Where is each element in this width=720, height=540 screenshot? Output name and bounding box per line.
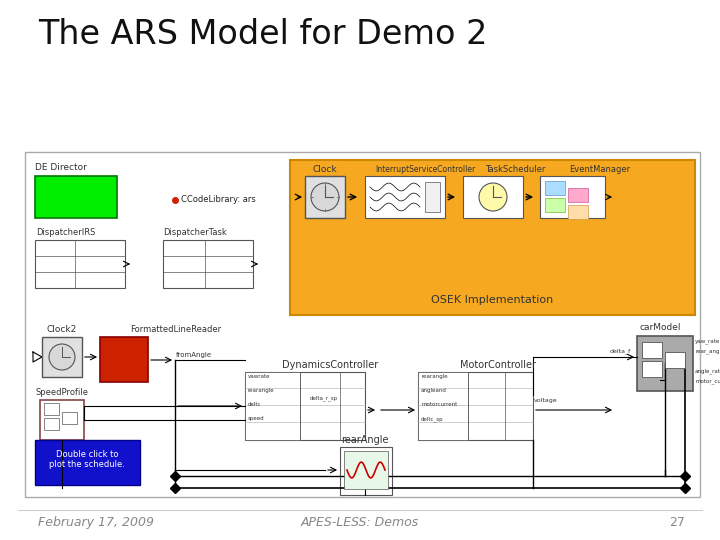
Text: MotorController: MotorController <box>460 360 536 370</box>
FancyBboxPatch shape <box>42 337 82 377</box>
Text: vawrate: vawrate <box>248 374 271 379</box>
FancyBboxPatch shape <box>163 240 253 288</box>
FancyBboxPatch shape <box>637 336 693 391</box>
Text: FormattedLineReader: FormattedLineReader <box>130 325 221 334</box>
Text: 27: 27 <box>669 516 685 529</box>
Text: EventManager: EventManager <box>570 165 631 174</box>
Text: rear_angle: rear_angle <box>695 348 720 354</box>
Text: rearangle: rearangle <box>421 374 448 379</box>
FancyBboxPatch shape <box>35 440 140 485</box>
Text: Double click to
plot the schedule.: Double click to plot the schedule. <box>49 450 125 469</box>
FancyBboxPatch shape <box>540 176 605 218</box>
Text: Clock: Clock <box>312 165 337 174</box>
FancyBboxPatch shape <box>245 372 300 440</box>
Circle shape <box>49 344 75 370</box>
FancyBboxPatch shape <box>35 176 117 218</box>
FancyBboxPatch shape <box>425 182 440 212</box>
Text: deltc_sp: deltc_sp <box>421 416 444 422</box>
FancyBboxPatch shape <box>100 337 148 382</box>
FancyBboxPatch shape <box>568 188 588 202</box>
Text: DispatcherTask: DispatcherTask <box>163 228 227 237</box>
FancyBboxPatch shape <box>344 451 388 489</box>
Text: The ARS Model for Demo 2: The ARS Model for Demo 2 <box>38 18 487 51</box>
Text: speed: speed <box>248 416 265 421</box>
Text: angleand: angleand <box>421 388 447 393</box>
FancyBboxPatch shape <box>35 240 125 288</box>
Circle shape <box>311 183 339 211</box>
FancyBboxPatch shape <box>568 205 588 219</box>
FancyBboxPatch shape <box>40 400 84 440</box>
Text: delta_r_sp: delta_r_sp <box>310 395 338 401</box>
Polygon shape <box>33 352 42 362</box>
FancyBboxPatch shape <box>305 176 345 218</box>
FancyBboxPatch shape <box>463 176 523 218</box>
FancyBboxPatch shape <box>545 181 565 195</box>
FancyBboxPatch shape <box>642 361 662 377</box>
Text: carModel: carModel <box>640 323 682 332</box>
Text: InterruptServiceController: InterruptServiceController <box>375 165 475 174</box>
FancyBboxPatch shape <box>365 176 445 218</box>
FancyBboxPatch shape <box>44 403 59 415</box>
Text: DispatcherIRS: DispatcherIRS <box>36 228 95 237</box>
FancyBboxPatch shape <box>418 372 468 440</box>
FancyBboxPatch shape <box>545 198 565 212</box>
Text: motorcurrent: motorcurrent <box>421 402 457 407</box>
Text: motor_current: motor_current <box>695 378 720 384</box>
Text: rearangle: rearangle <box>248 388 274 393</box>
Text: APES-LESS: Demos: APES-LESS: Demos <box>301 516 419 529</box>
Text: angle_rate: angle_rate <box>695 368 720 374</box>
FancyBboxPatch shape <box>44 418 59 430</box>
Text: rearAngle: rearAngle <box>341 435 389 445</box>
FancyBboxPatch shape <box>340 447 392 495</box>
Text: February 17, 2009: February 17, 2009 <box>38 516 154 529</box>
Text: yaw_rate: yaw_rate <box>695 338 720 343</box>
Text: OSEK Implementation: OSEK Implementation <box>431 295 553 305</box>
Text: DynamicsController: DynamicsController <box>282 360 378 370</box>
Text: DE Director: DE Director <box>35 163 87 172</box>
Circle shape <box>479 183 507 211</box>
Text: CCodeLibrary: ars: CCodeLibrary: ars <box>181 195 256 204</box>
Text: fromAngle: fromAngle <box>176 352 212 358</box>
Text: TaskScheduler: TaskScheduler <box>485 165 545 174</box>
Text: Clock2: Clock2 <box>47 325 77 334</box>
Text: voltage: voltage <box>534 398 557 403</box>
Text: delta_f: delta_f <box>610 348 631 354</box>
FancyBboxPatch shape <box>62 412 77 424</box>
FancyBboxPatch shape <box>642 342 662 358</box>
FancyBboxPatch shape <box>665 352 685 368</box>
FancyBboxPatch shape <box>245 372 365 440</box>
FancyBboxPatch shape <box>290 160 695 315</box>
Text: deltc: deltc <box>248 402 261 407</box>
FancyBboxPatch shape <box>25 152 700 497</box>
FancyBboxPatch shape <box>418 372 533 440</box>
Text: SpeedProfile: SpeedProfile <box>35 388 89 397</box>
